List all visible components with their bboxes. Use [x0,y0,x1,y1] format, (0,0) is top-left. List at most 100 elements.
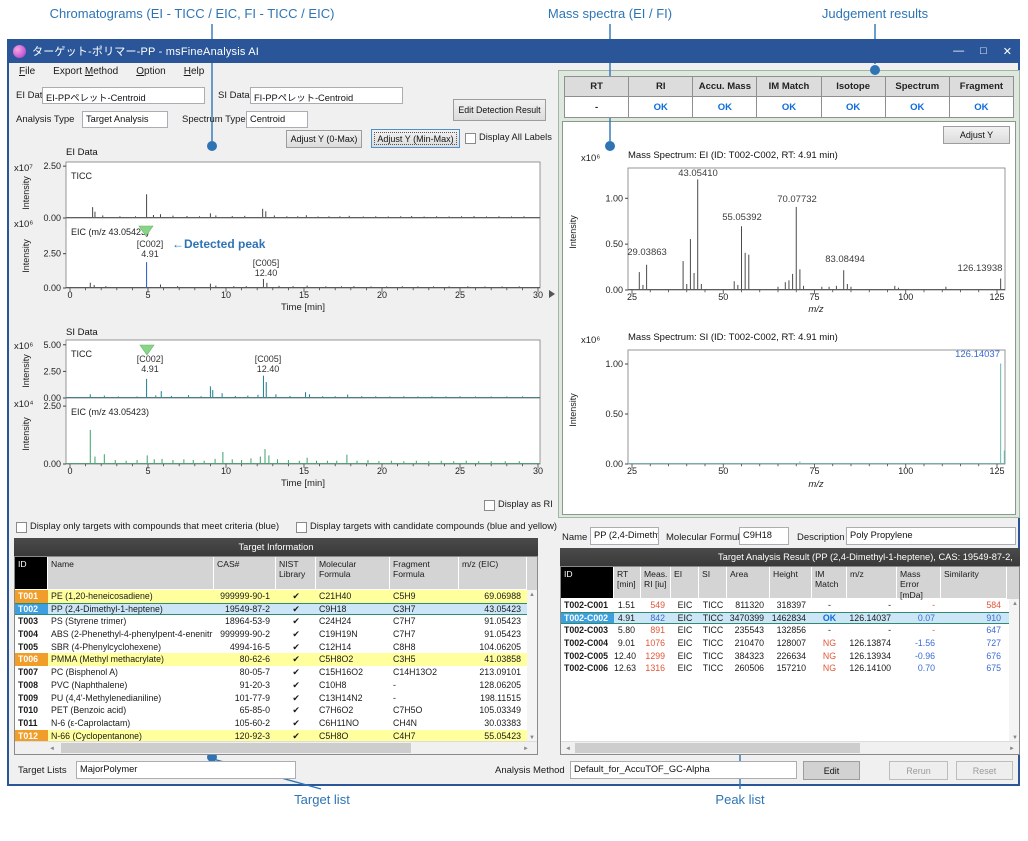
spectrum-type-field[interactable]: Centroid [246,111,308,128]
annotation-mass-spectra: Mass spectra (EI / FI) [547,6,673,21]
filter-candidate-checkbox[interactable] [296,522,307,533]
judgement-col-header: Accu. Mass [693,77,758,97]
peak-hscrollbar[interactable]: ◄ ► [561,741,1019,754]
scroll-left-icon[interactable]: ◄ [49,746,55,752]
target-row-T001[interactable]: T001 PE (1,20-heneicosadiene) 999999-90-1 ✔… [15,590,537,603]
ei-data-field[interactable]: EI-PPペレット-Centroid [42,87,205,104]
target-row-T006[interactable]: T006 PMMA (Methyl methacrylate) 80-62-6 ✔ C5… [15,653,537,667]
molecular-formula-label: Molecular Formula [666,532,745,543]
description-label: Description [797,532,845,543]
target-lists-label: Target Lists [18,765,67,776]
menu-export-method[interactable]: Export Method [53,66,119,77]
target-lists-field[interactable]: MajorPolymer [76,761,296,779]
window-title: ターゲット-ポリマー-PP - msFineAnalysis AI [32,46,260,58]
target-col-header: Name [48,557,214,590]
menu-bar: File Export Method Option Help [10,64,1010,83]
target-col-header: ID [15,557,48,590]
filter-candidate-label: Display targets with candidate compounds… [310,521,558,531]
peak-row-T002-C006[interactable]: T002-C006 12.63 1316 EIC TICC 260506 157210 NG 1… [564,663,1001,674]
analysis-method-field[interactable]: Default_for_AccuTOF_GC-Alpha [570,761,797,779]
judgement-value-row: - OK OK OK OK OK OK [565,97,1013,117]
judgement-value: OK [629,97,694,117]
adjust-y-button[interactable]: Adjust Y [943,126,1010,144]
target-hscroll-thumb[interactable] [61,743,411,753]
si-data-field[interactable]: FI-PPペレット-Centroid [250,87,403,104]
scroll-right-icon[interactable]: ► [523,746,529,752]
menu-option[interactable]: Option [136,66,166,77]
peak-hscroll-thumb[interactable] [575,743,860,753]
scroll-down-icon[interactable]: ▼ [529,735,535,741]
target-col-header: CAS# [214,557,276,590]
molecular-formula-field[interactable]: C9H18 [739,527,789,545]
peak-row-T002-C004[interactable]: T002-C004 9.01 1076 EIC TICC 210470 128007 NG 12… [564,638,1001,649]
peak-col-header: RT [min] [614,567,641,599]
menu-file[interactable]: File [19,66,36,77]
scroll-up-icon[interactable]: ▲ [1012,601,1018,607]
target-col-header: Molecular Formula [316,557,390,590]
peak-row-T002-C001[interactable]: T002-C001 1.51 549 EIC TICC 811320 318397- - -58… [564,600,1001,610]
target-row-T012[interactable]: T012 N-66 (Cyclopentanone) 120-92-3 ✔ C5H8O C… [15,729,537,743]
ei-section-label: EI Data [66,147,98,158]
description-field[interactable]: Poly Propylene [846,527,1016,545]
judgement-col-header: Spectrum [885,77,950,97]
minimize-icon[interactable]: — [953,45,965,57]
target-row-T009[interactable]: T009 PU (4,4'-Methylenedianiline) 101-77-9… [18,692,521,703]
annotation-peak-list: Peak list [715,792,765,807]
peak-vscrollbar[interactable]: ▲ ▼ [1009,599,1019,743]
panel-splitter-icon[interactable] [549,290,555,298]
adjust-y-minmax-button[interactable]: Adjust Y (Min-Max) [371,129,460,148]
target-table-body: T001 PE (1,20-heneicosadiene) 999999-90-1 ✔… [15,590,537,743]
judgement-col-header: Fragment [949,77,1013,97]
target-col-header: Fragment Formula [390,557,459,590]
title-bar: ターゲット-ポリマー-PP - msFineAnalysis AI — □ ✕ [7,39,1020,63]
peak-row-T002-C005[interactable]: T002-C005 12.40 1299 EIC TICC 384323 226634 NG 1… [564,650,1001,661]
scroll-right-icon[interactable]: ► [1009,746,1015,752]
target-row-T005[interactable]: T005 SBR (4-Phenylcyclohexene) 4994-16-5 ✔ C… [18,641,521,652]
filter-criteria-checkbox[interactable] [16,522,27,533]
peak-col-header: Area [727,567,770,599]
edit-detection-result-button[interactable]: Edit Detection Result [453,99,546,121]
display-as-ri-label: Display as RI [498,499,553,509]
target-row-T004[interactable]: T004 ABS (2-Phenethyl-4-phenylpent-4-enen… [18,629,521,640]
target-hscrollbar[interactable]: ◄ ► [15,741,537,754]
adjust-y-0max-button[interactable]: Adjust Y (0-Max) [286,130,362,148]
maximize-icon[interactable]: □ [980,45,987,57]
close-icon[interactable]: ✕ [1002,45,1012,58]
peak-col-header: Meas. RI [iu] [641,567,671,599]
scroll-down-icon[interactable]: ▼ [1012,735,1018,741]
peak-row-T002-C002[interactable]: T002-C002 4.91 842 EIC TICC 3470399 1462834 OK 1… [561,611,1019,625]
analysis-type-field[interactable]: Target Analysis [82,111,168,128]
menu-help[interactable]: Help [183,66,205,77]
peak-col-header: ID [561,567,614,599]
peak-row-T002-C003[interactable]: T002-C003 5.80 891 EIC TICC 235543 132856- - -64… [564,625,1001,636]
reset-button[interactable]: Reset [956,761,1013,780]
target-row-T003[interactable]: T003 PS (Styrene trimer) 18964-53-9 ✔ C24H24… [18,616,521,627]
annotation-judgement: Judgement results [821,6,929,21]
edit-button[interactable]: Edit [803,761,860,780]
peak-col-header: IM Match [812,567,847,599]
spectra-box [562,121,1016,515]
target-table-header: ID Name CAS# NIST Library Molecular Formula F… [15,557,537,590]
scroll-up-icon[interactable]: ▲ [529,592,535,598]
target-vscrollbar[interactable]: ▲ ▼ [527,590,537,743]
display-all-labels-label: Display All Labels [479,132,552,142]
peak-table-body: T002-C001 1.51 549 EIC TICC 811320 318397- - -58… [561,599,1019,675]
judgement-value: OK [886,97,950,117]
target-row-T008[interactable]: T008 PVC (Naphthalene) 91-20-3 ✔ C10H8-128.0… [18,679,521,690]
judgement-col-header: IM Match [757,77,822,97]
peak-col-header: Similarity [941,567,1007,599]
judgement-table: RT RI Accu. Mass IM Match Isotope Spectrum Fra… [564,76,1014,118]
target-row-T007[interactable]: T007 PC (Bisphenol A) 80-05-7 ✔ C15H16O2 C14H… [18,667,521,678]
target-row-T011[interactable]: T011 N-6 (ε-Caprolactam) 105-60-2 ✔ C6H11NO C… [18,717,521,728]
annotation-target-list: Target list [294,792,350,807]
target-row-T002[interactable]: T002 PP (2,4-Dimethyl-1-heptene) 19549-87-… [15,602,537,616]
scroll-left-icon[interactable]: ◄ [565,746,571,752]
display-all-labels-checkbox[interactable] [465,133,476,144]
rerun-button[interactable]: Rerun [889,761,948,780]
peak-col-header: Height [770,567,812,599]
target-row-T010[interactable]: T010 PET (Benzoic acid) 65-85-0 ✔ C7H6O2 C7H5… [18,705,521,716]
target-col-header: NIST Library [276,557,316,590]
display-as-ri-checkbox[interactable] [484,500,495,511]
compound-name-field[interactable]: PP (2,4-Dimethyl-1- [590,527,659,545]
